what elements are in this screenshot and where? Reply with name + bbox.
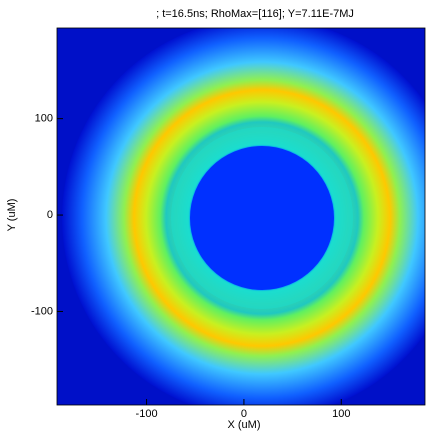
x-tick-label: 100 xyxy=(332,408,350,420)
x-axis-label: X (uM) xyxy=(228,419,261,431)
y-tick-label: 100 xyxy=(35,113,53,125)
y-tick-label: 0 xyxy=(47,209,53,221)
heatmap-field xyxy=(57,28,425,405)
y-axis-label: Y (uM) xyxy=(6,199,18,232)
chart-title: ; t=16.5ns; RhoMax=[116]; Y=7.11E-7MJ xyxy=(156,8,354,20)
plot-frame xyxy=(56,27,426,406)
x-tick-label: -100 xyxy=(136,408,158,420)
x-tick-label: 0 xyxy=(241,408,247,420)
y-tick-label: -100 xyxy=(31,305,53,317)
